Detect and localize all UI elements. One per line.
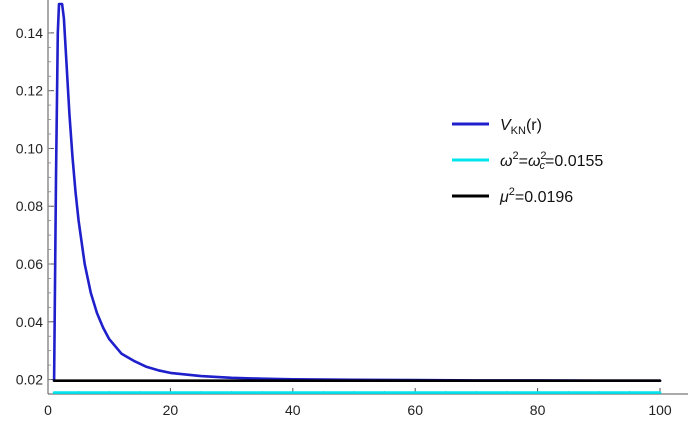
y-tick-label: 0.06 <box>16 256 43 272</box>
legend-label-mu: μ2=0.0196 <box>499 186 573 206</box>
axes: 0.02 0.04 0.06 0.08 0.10 0.12 0.14 0 20 40 60 80 100 <box>16 0 688 418</box>
y-tick-label: 0.04 <box>16 314 43 330</box>
y-tick-label: 0.14 <box>16 25 43 41</box>
x-tick-label: 0 <box>44 402 52 418</box>
y-tick-label: 0.10 <box>16 140 43 156</box>
y-tick-label: 0.08 <box>16 198 43 214</box>
y-tick-label: 0.12 <box>16 83 43 99</box>
legend: VKN(r) ω2=ω2 c=0.0155 μ2=0.0196 <box>452 117 603 206</box>
plot-area <box>52 2 662 394</box>
x-tick-label: 40 <box>285 402 301 418</box>
y-tick-label: 0.02 <box>16 372 43 388</box>
legend-label-v-kn: VKN(r) <box>500 117 542 137</box>
x-tick-label: 60 <box>407 402 423 418</box>
x-tick-label: 100 <box>648 402 672 418</box>
x-tick-label: 20 <box>163 402 179 418</box>
x-tick-label: 80 <box>530 402 546 418</box>
legend-label-omega: ω2=ω2 c=0.0155 <box>500 150 603 172</box>
